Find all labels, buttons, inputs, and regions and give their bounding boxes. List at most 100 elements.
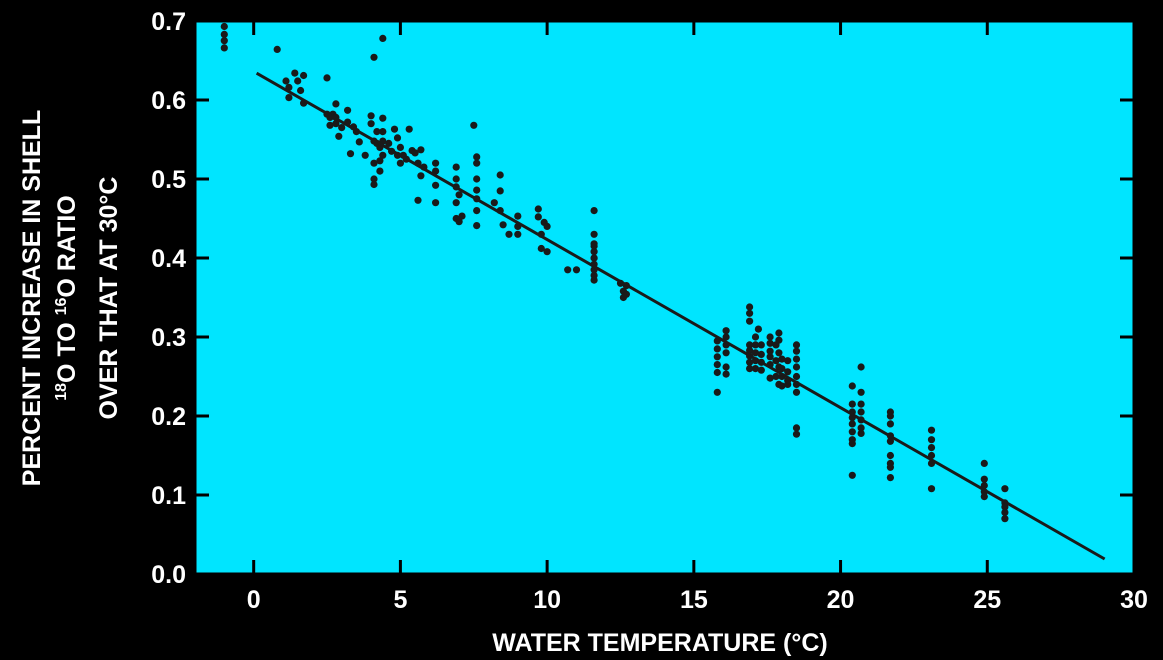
data-point: [396, 143, 404, 151]
data-point: [473, 153, 481, 161]
y-tick-label: 0.7: [151, 8, 186, 36]
y-tick-label: 0.0: [151, 561, 186, 589]
data-point: [722, 327, 730, 335]
data-point: [927, 444, 936, 452]
data-point: [220, 22, 228, 31]
data-point: [713, 388, 721, 396]
data-point: [746, 346, 754, 354]
data-point: [376, 157, 384, 165]
data-point: [344, 106, 352, 114]
data-point: [746, 358, 754, 366]
data-point: [220, 30, 228, 38]
x-tick-label: 10: [533, 586, 561, 614]
data-point: [432, 181, 440, 189]
data-point: [496, 171, 504, 179]
data-point: [722, 333, 730, 341]
data-point: [370, 175, 378, 183]
data-point: [326, 121, 334, 129]
data-point: [772, 372, 780, 381]
data-point: [411, 149, 419, 157]
data-point: [886, 420, 895, 428]
data-point: [458, 212, 466, 220]
data-point: [766, 339, 774, 347]
data-point: [432, 159, 440, 167]
data-point: [766, 374, 774, 382]
data-point: [766, 353, 774, 361]
data-point: [746, 303, 754, 311]
data-point: [713, 345, 721, 353]
data-point: [572, 266, 581, 274]
data-point: [590, 254, 598, 262]
fit-line: [255, 71, 1106, 561]
x-tick-label: 5: [393, 586, 407, 614]
data-point: [473, 186, 481, 194]
data-point: [455, 191, 463, 199]
data-point: [886, 463, 895, 471]
data-point: [564, 266, 572, 274]
data-point: [848, 428, 856, 436]
data-point: [499, 221, 507, 229]
data-point: [757, 366, 765, 374]
data-point: [751, 365, 760, 373]
y-axis-title-line-1: PERCENT INCREASE IN SHELL: [18, 110, 46, 486]
data-point: [220, 44, 228, 52]
data-point: [590, 248, 598, 256]
data-point: [792, 388, 801, 396]
data-point: [385, 139, 393, 147]
y-tick-label: 0.1: [151, 482, 186, 510]
data-point: [220, 37, 228, 45]
y-axis-title: PERCENT INCREASE IN SHELL 18O TO 16O RAT…: [18, 110, 123, 486]
data-point: [848, 420, 856, 428]
data-point: [927, 436, 936, 444]
data-point: [778, 355, 786, 363]
data-point: [355, 138, 363, 146]
data-point: [590, 240, 598, 248]
data-point: [273, 45, 281, 54]
data-point: [792, 424, 801, 432]
data-point: [857, 424, 865, 432]
data-point: [590, 276, 598, 284]
data-point: [332, 100, 340, 108]
data-point: [886, 437, 895, 445]
data-point: [370, 159, 378, 167]
data-point: [848, 471, 856, 479]
data-point: [379, 34, 387, 43]
y-tick-label: 0.6: [151, 87, 186, 115]
y-axis-title-line-3: OVER THAT AT 30°C: [95, 177, 123, 420]
data-point: [886, 451, 895, 460]
axis-ticks: [195, 19, 1136, 576]
data-point: [722, 349, 730, 357]
data-point: [390, 125, 399, 133]
data-point: [379, 128, 387, 136]
plot-area: [193, 19, 1136, 576]
data-point: [980, 459, 988, 467]
x-tick-label: 25: [973, 586, 1001, 614]
data-point: [291, 69, 299, 77]
data-points: [220, 22, 1009, 523]
data-point: [346, 150, 355, 158]
data-point: [857, 400, 865, 408]
data-point: [857, 388, 865, 396]
data-point: [367, 120, 375, 128]
x-tick-label: 20: [827, 586, 855, 614]
tick-labels: 0 5 10 15 20 25 30 0.0 0.1 0.2 0.3 0.4 0.5 0.6 0.7: [151, 8, 1148, 614]
data-point: [713, 368, 721, 377]
data-point: [848, 400, 856, 408]
data-point: [452, 163, 460, 171]
data-point: [370, 53, 378, 61]
data-point: [514, 212, 522, 220]
y-axis-title-line-2: 18O TO 16O RATIO: [53, 195, 81, 401]
data-point: [432, 167, 440, 175]
data-point: [300, 71, 308, 80]
data-point: [886, 474, 895, 482]
data-point: [1001, 515, 1009, 523]
data-point: [473, 175, 481, 183]
data-point: [980, 475, 988, 483]
data-point: [792, 347, 801, 355]
data-point: [373, 128, 381, 136]
data-point: [778, 382, 786, 390]
data-point: [722, 370, 730, 378]
data-point: [792, 341, 801, 349]
data-point: [1001, 503, 1009, 511]
data-point: [379, 151, 387, 159]
